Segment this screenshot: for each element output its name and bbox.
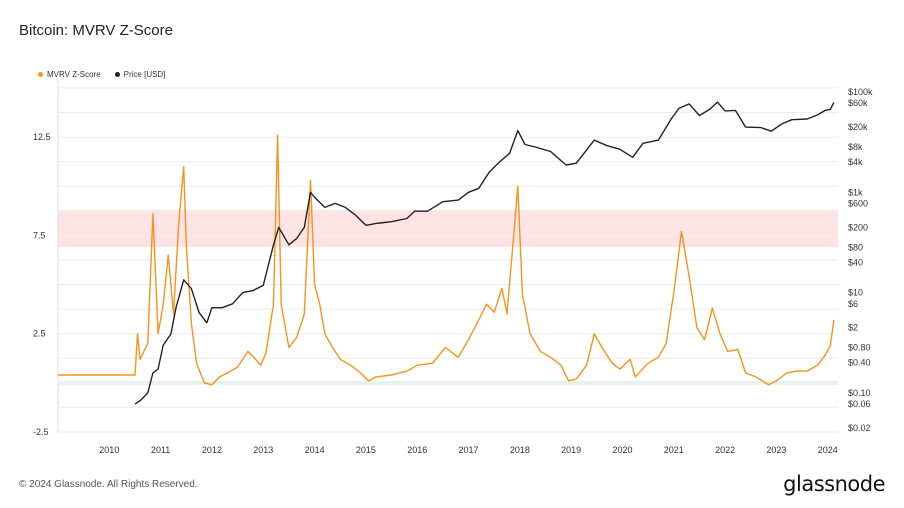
- left-tick-label: 7.5: [33, 230, 46, 240]
- legend-item-price[interactable]: Price [USD]: [114, 70, 166, 79]
- right-tick-label: $10: [848, 288, 863, 298]
- x-tick-label: 2012: [202, 445, 222, 455]
- x-tick-label: 2014: [305, 445, 325, 455]
- left-tick-label: -2.5: [33, 427, 49, 437]
- price-line: [134, 101, 835, 405]
- brand-logo: glassnode: [783, 472, 885, 496]
- right-tick-label: $600: [848, 198, 868, 208]
- x-tick-label: 2023: [766, 445, 786, 455]
- x-tick-label: 2018: [510, 445, 530, 455]
- right-tick-label: $0.02: [848, 423, 871, 433]
- right-tick-label: $2: [848, 323, 858, 333]
- right-tick-label: $1k: [848, 187, 863, 197]
- x-tick-label: 2024: [818, 445, 838, 455]
- right-tick-label: $0.06: [848, 399, 871, 409]
- overvalued-band: [58, 209, 838, 248]
- right-tick-label: $8k: [848, 142, 863, 152]
- x-tick-label: 2016: [407, 445, 427, 455]
- right-tick-label: $200: [848, 222, 868, 232]
- right-tick-label: $60k: [848, 98, 868, 108]
- x-tick-label: 2019: [561, 445, 581, 455]
- right-tick-label: $80: [848, 242, 863, 252]
- right-tick-label: $100k: [848, 87, 873, 97]
- mvrv-swatch-icon: [38, 72, 43, 77]
- price-swatch-icon: [114, 72, 120, 77]
- right-tick-label: $0.80: [848, 343, 871, 353]
- mvrv-line: [58, 134, 835, 386]
- left-tick-label: 2.5: [33, 329, 46, 339]
- right-tick-label: $4k: [848, 157, 863, 167]
- x-tick-label: 2011: [151, 445, 170, 455]
- copyright-text: © 2024 Glassnode. All Rights Reserved.: [19, 479, 198, 490]
- x-tick-label: 2020: [612, 445, 632, 455]
- left-tick-label: 12.5: [33, 132, 51, 142]
- legend-item-mvrv[interactable]: MVRV Z-Score: [38, 70, 101, 79]
- legend-label-price: Price [USD]: [123, 70, 166, 79]
- right-tick-label: $6: [848, 299, 858, 309]
- x-tick-label: 2021: [664, 445, 684, 455]
- legend-label-mvrv: MVRV Z-Score: [47, 70, 101, 79]
- x-tick-label: 2022: [715, 445, 735, 455]
- right-tick-label: $40: [848, 257, 863, 267]
- right-tick-label: $0.10: [848, 388, 871, 398]
- x-tick-label: 2010: [99, 445, 119, 455]
- legend: MVRV Z-Score Price [USD]: [38, 70, 165, 79]
- x-tick-label: 2013: [253, 445, 273, 455]
- x-tick-label: 2017: [459, 445, 479, 455]
- x-tick-label: 2015: [356, 445, 376, 455]
- right-tick-label: $0.40: [848, 358, 871, 368]
- chart-title: Bitcoin: MVRV Z-Score: [19, 22, 173, 39]
- right-tick-label: $20k: [848, 122, 868, 132]
